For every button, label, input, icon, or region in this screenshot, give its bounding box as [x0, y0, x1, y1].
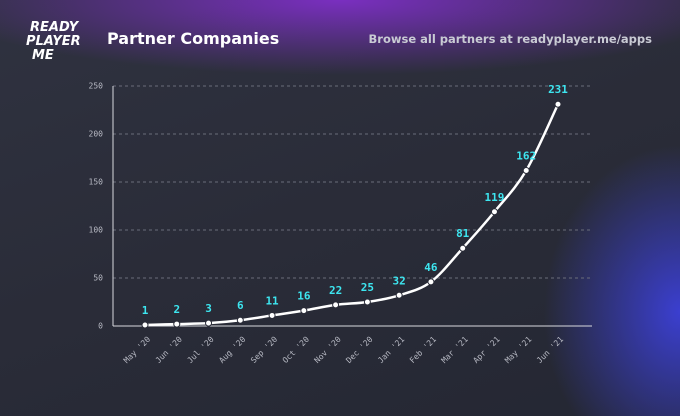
x-tick-label: Aug '20	[217, 335, 247, 365]
point	[459, 244, 467, 252]
y-tick-label: 100	[89, 226, 104, 235]
data-label: 2	[173, 303, 180, 316]
data-label: 162	[516, 149, 536, 162]
y-tick-label: 150	[89, 178, 104, 187]
data-label: 25	[361, 281, 374, 294]
point	[554, 100, 562, 108]
data-label: 231	[548, 83, 568, 96]
link-text: Browse all partners at readyplayer.me/ap…	[369, 32, 653, 46]
point	[427, 278, 435, 286]
y-tick-label: 50	[93, 274, 103, 283]
x-tick-label: Jun '21	[535, 335, 565, 365]
data-label: 119	[485, 191, 505, 204]
point	[173, 320, 181, 328]
data-label: 1	[142, 304, 149, 317]
x-tick-label: Sep '20	[249, 335, 279, 365]
point	[300, 307, 308, 315]
y-tick-label: 250	[89, 82, 104, 91]
point	[490, 208, 498, 216]
logo-line: ME	[32, 48, 54, 63]
x-tick-label: May '20	[122, 335, 152, 365]
point	[141, 321, 149, 329]
data-label: 3	[205, 302, 212, 315]
logo-line: PLAYER	[26, 34, 81, 49]
x-tick-label: Feb '21	[408, 335, 438, 365]
x-tick-label: Oct '20	[281, 335, 311, 365]
point	[522, 166, 530, 174]
data-label: 11	[265, 294, 279, 307]
data-label: 16	[297, 290, 311, 303]
x-tick-label: Mar '21	[440, 335, 470, 365]
data-label: 81	[456, 227, 470, 240]
data-label: 46	[424, 261, 438, 274]
data-label: 32	[393, 274, 406, 287]
point	[363, 298, 371, 306]
data-label: 22	[329, 284, 342, 297]
x-tick-label: Apr '21	[471, 335, 501, 365]
point	[332, 301, 340, 309]
x-tick-label: Nov '20	[313, 335, 343, 365]
logo-line: READY	[30, 20, 80, 35]
x-tick-label: Jun '20	[154, 335, 184, 365]
point	[395, 291, 403, 299]
x-tick-label: May '21	[503, 335, 533, 365]
y-tick-label: 200	[89, 130, 104, 139]
y-tick-label: 0	[98, 322, 103, 331]
x-tick-label: Jul '20	[186, 335, 216, 365]
point	[205, 319, 213, 327]
chart-title: Partner Companies	[107, 29, 279, 48]
x-tick-label: Jan '21	[376, 335, 406, 365]
data-label: 6	[237, 299, 244, 312]
point	[236, 316, 244, 324]
x-tick-label: Dec '20	[344, 335, 374, 365]
point	[268, 311, 276, 319]
